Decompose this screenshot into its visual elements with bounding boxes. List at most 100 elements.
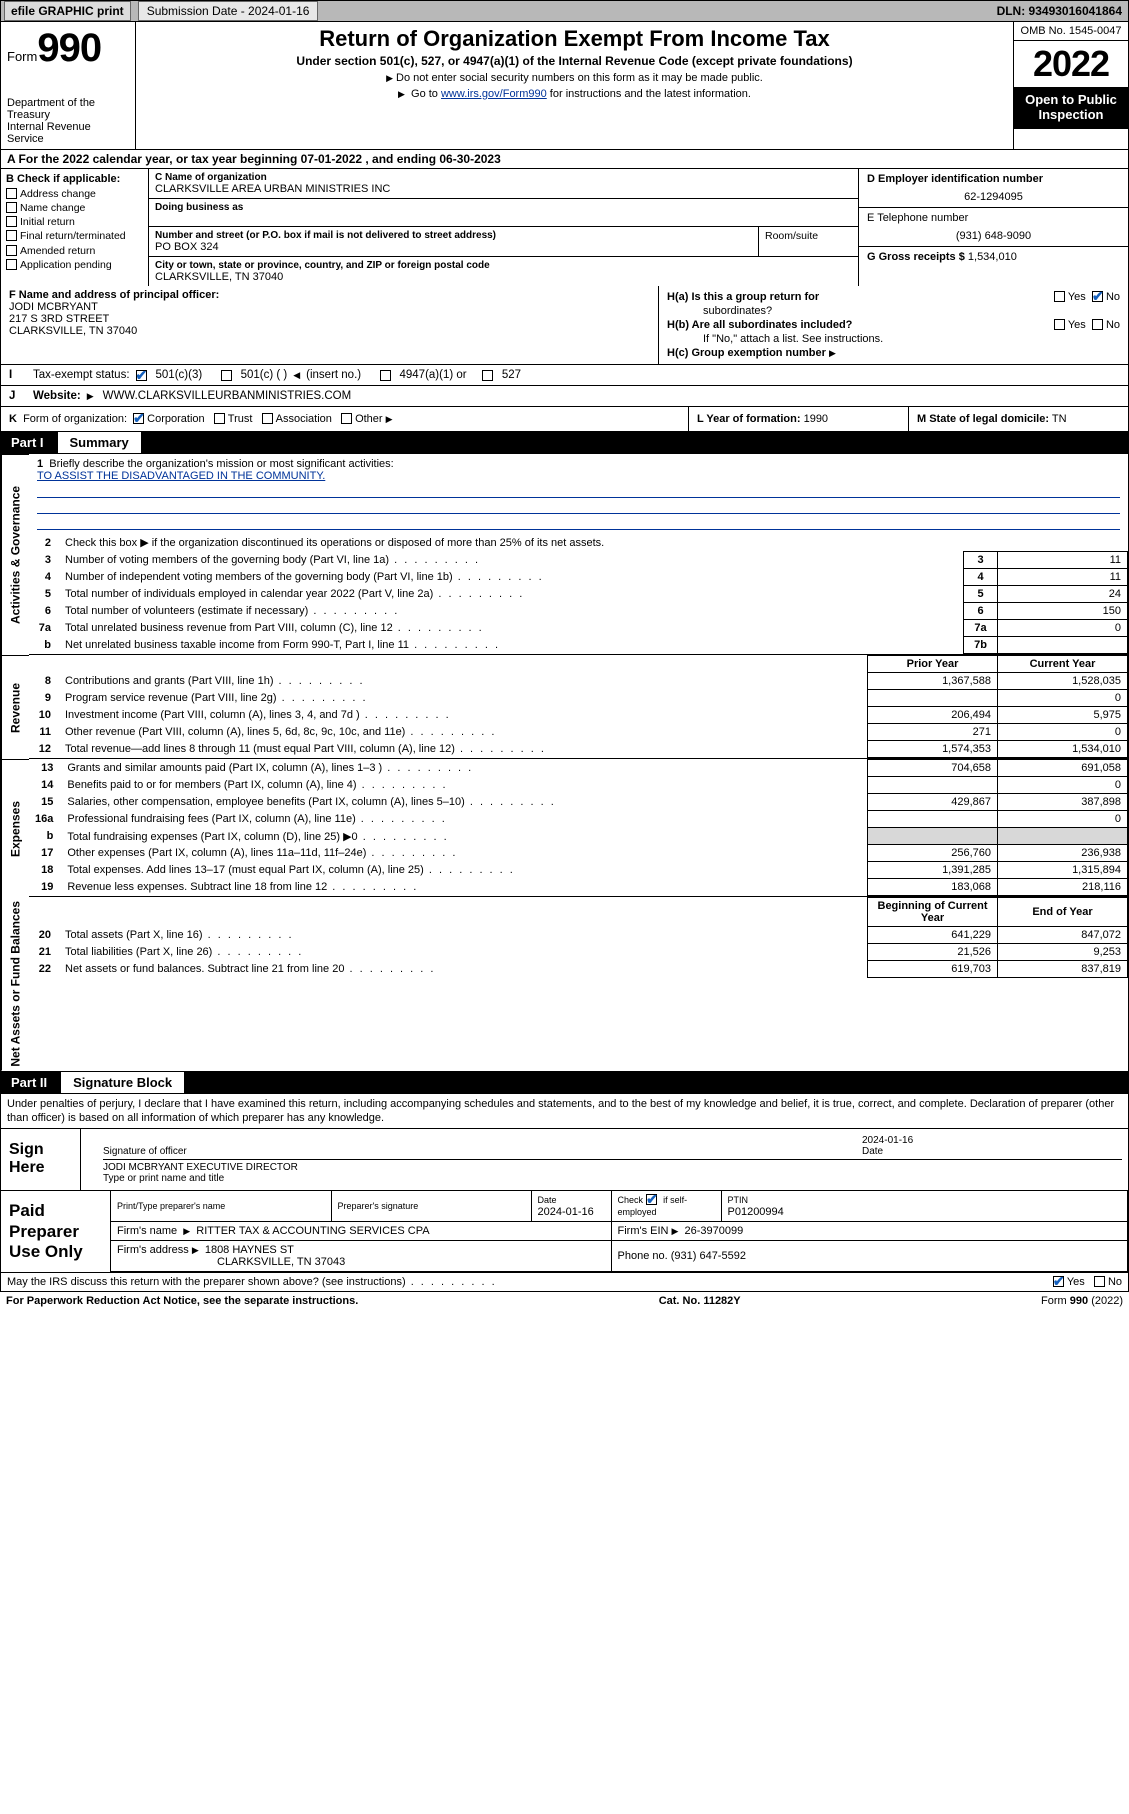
section-revenue: Prior Year Current Year 8Contributions a… (29, 655, 1128, 759)
officer-label: F Name and address of principal officer: (9, 289, 650, 301)
cb-trust[interactable] (214, 413, 225, 424)
dept-label: Department of the Treasury (7, 97, 129, 121)
cb-corporation[interactable] (133, 413, 144, 424)
preparer-table: Print/Type preparer's name Preparer's si… (111, 1191, 1128, 1272)
tax-year: 2022 (1014, 41, 1128, 87)
city-value: CLARKSVILLE, TN 37040 (155, 271, 852, 283)
ha-label: H(a) Is this a group return for (667, 291, 819, 303)
line-no: 18 (29, 862, 61, 879)
ptin-value: P01200994 (728, 1206, 784, 1218)
mission-label: Briefly describe the organization's miss… (49, 458, 393, 470)
signature-of-officer-label: Signature of officer (103, 1146, 187, 1157)
officer-typed-name: JODI MCBRYANT EXECUTIVE DIRECTOR (103, 1162, 298, 1173)
line-text: Net unrelated business taxable income fr… (59, 637, 964, 654)
cb-address-change[interactable] (6, 188, 17, 199)
prior-year-value (868, 828, 998, 845)
cb-name-change[interactable] (6, 202, 17, 213)
current-year-value: 387,898 (998, 794, 1128, 811)
line-value: 11 (998, 552, 1128, 569)
prior-year-value (868, 690, 998, 707)
sign-here-label: Sign Here (1, 1129, 81, 1190)
current-year-value: 691,058 (998, 760, 1128, 777)
cb-self-employed[interactable] (646, 1194, 657, 1205)
mission-value[interactable]: TO ASSIST THE DISADVANTAGED IN THE COMMU… (37, 470, 325, 482)
line-no: 10 (29, 707, 59, 724)
cb-hb-no[interactable] (1092, 319, 1103, 330)
firm-phone-value: (931) 647-5592 (671, 1250, 746, 1262)
firm-ein-value: 26-3970099 (685, 1225, 744, 1237)
line-value (998, 637, 1128, 654)
line-text: Total number of individuals employed in … (59, 586, 964, 603)
prior-year-value: 704,658 (868, 760, 998, 777)
current-year-value: 0 (998, 724, 1128, 741)
cb-amended-return[interactable] (6, 245, 17, 256)
line-no: 20 (29, 927, 59, 944)
line-text: Total assets (Part X, line 16) (59, 927, 868, 944)
cb-application-pending[interactable] (6, 259, 17, 270)
line-no: 13 (29, 760, 61, 777)
gross-receipts-label: G Gross receipts $ (867, 251, 965, 263)
hc-label: H(c) Group exemption number (667, 347, 826, 359)
cb-initial-return[interactable] (6, 216, 17, 227)
prior-year-value: 206,494 (868, 707, 998, 724)
hdr-current-year: Current Year (998, 656, 1128, 673)
prior-year-value: 271 (868, 724, 998, 741)
cb-ha-no[interactable] (1092, 291, 1103, 302)
cb-4947[interactable] (380, 370, 391, 381)
line-text: Total unrelated business revenue from Pa… (59, 620, 964, 637)
row-a-tax-year: A For the 2022 calendar year, or tax yea… (0, 150, 1129, 169)
line-no: 7a (29, 620, 59, 637)
cb-527[interactable] (482, 370, 493, 381)
current-year-value: 1,534,010 (998, 741, 1128, 758)
current-year-value: 847,072 (998, 927, 1128, 944)
hdr-end-year: End of Year (998, 898, 1128, 927)
current-year-value: 0 (998, 690, 1128, 707)
address-value: PO BOX 324 (155, 241, 752, 253)
line-text: Total expenses. Add lines 13–17 (must eq… (61, 862, 867, 879)
telephone-label: E Telephone number (867, 212, 1120, 224)
current-year-value: 837,819 (998, 961, 1128, 978)
vlabel-governance: Activities & Governance (1, 454, 29, 655)
line-box: 3 (964, 552, 998, 569)
efile-button[interactable]: efile GRAPHIC print (4, 1, 131, 21)
vlabel-expenses: Expenses (1, 759, 29, 897)
form-header-center: Return of Organization Exempt From Incom… (136, 22, 1013, 149)
cb-501c[interactable] (221, 370, 232, 381)
line-text: Total revenue—add lines 8 through 11 (mu… (59, 741, 868, 758)
form-note-1: Do not enter social security numbers on … (144, 72, 1005, 84)
line-no: 8 (29, 673, 59, 690)
form-header: Form990 Department of the Treasury Inter… (0, 22, 1129, 150)
preparer-label: Paid Preparer Use Only (1, 1191, 111, 1272)
col-b-checkboxes: B Check if applicable: Address change Na… (1, 169, 149, 286)
cb-association[interactable] (262, 413, 273, 424)
cb-501c3[interactable] (136, 370, 147, 381)
state-domicile-label: M State of legal domicile: (917, 413, 1049, 425)
sign-here-block: Sign Here Signature of officer 2024-01-1… (0, 1129, 1129, 1191)
telephone-value: (931) 648-9090 (867, 230, 1120, 242)
line-text: Total number of volunteers (estimate if … (59, 603, 964, 620)
line-box: 7a (964, 620, 998, 637)
line-no: 12 (29, 741, 59, 758)
open-public-badge: Open to PublicInspection (1014, 87, 1128, 129)
row-j-website: J Website: WWW.CLARKSVILLEURBANMINISTRIE… (0, 386, 1129, 407)
cb-ha-yes[interactable] (1054, 291, 1065, 302)
cb-discuss-yes[interactable] (1053, 1276, 1064, 1287)
line-text: Number of voting members of the governin… (59, 552, 964, 569)
section-governance: 1 Briefly describe the organization's mi… (29, 454, 1128, 655)
irs-link[interactable]: www.irs.gov/Form990 (441, 88, 547, 100)
line-value: 24 (998, 586, 1128, 603)
omb-number: OMB No. 1545-0047 (1014, 22, 1128, 41)
section-net-assets: Beginning of Current Year End of Year 20… (29, 897, 1128, 1071)
line-text: Revenue less expenses. Subtract line 18 … (61, 879, 867, 896)
prior-year-value: 1,367,588 (868, 673, 998, 690)
current-year-value: 1,528,035 (998, 673, 1128, 690)
cb-final-return[interactable] (6, 230, 17, 241)
cb-other[interactable] (341, 413, 352, 424)
line-no: 11 (29, 724, 59, 741)
form-word: Form (7, 49, 37, 64)
col-b-header: B Check if applicable: (6, 172, 143, 187)
current-year-value (998, 828, 1128, 845)
cb-hb-yes[interactable] (1054, 319, 1065, 330)
cb-discuss-no[interactable] (1094, 1276, 1105, 1287)
line-text: Benefits paid to or for members (Part IX… (61, 777, 867, 794)
